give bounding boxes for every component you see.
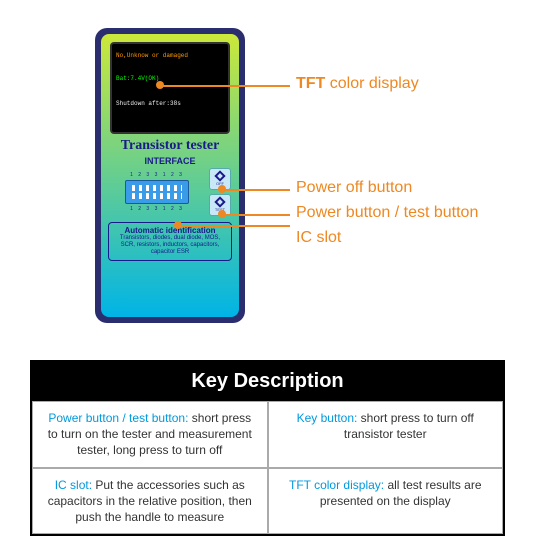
table-cell: Key button: short press to turn off tran… <box>268 401 504 468</box>
auto-id-title: Automatic identification <box>112 226 228 235</box>
cell-term: IC slot: <box>55 478 92 492</box>
key-description-table: Key Description Power button / test butt… <box>30 360 505 536</box>
device-title: Transistor tester <box>121 138 220 154</box>
callout-text: IC slot <box>296 229 341 246</box>
table-body: Power button / test button: short press … <box>32 401 503 534</box>
table-cell: Power button / test button: short press … <box>32 401 268 468</box>
device-body: No,Unknow or damaged Bat:7.4V(OK) Shutdo… <box>95 28 245 323</box>
auto-id-text: Transistors, diodes, dual diode, MOS, SC… <box>112 235 228 257</box>
tft-display: No,Unknow or damaged Bat:7.4V(OK) Shutdo… <box>110 42 230 134</box>
callout-text: Power button / test button <box>296 204 478 221</box>
interface-label: INTERFACE <box>144 156 195 166</box>
interface-row: 1 2 3 3 1 2 3 1 2 3 3 1 2 3 OFF TEST <box>105 168 235 216</box>
cell-term: TFT color display: <box>289 478 384 492</box>
callout-label: Power button / test button <box>296 204 478 222</box>
device-faceplate: No,Unknow or damaged Bat:7.4V(OK) Shutdo… <box>101 34 239 317</box>
pin-labels-bottom: 1 2 3 3 1 2 3 <box>130 206 184 212</box>
callout-line <box>222 214 290 216</box>
callout-text: color display <box>325 75 418 92</box>
ic-area: 1 2 3 3 1 2 3 1 2 3 3 1 2 3 <box>109 172 205 212</box>
diamond-icon <box>214 170 225 181</box>
table-cell: TFT color display: all test results are … <box>268 468 504 535</box>
screen-line-2: Bat:7.4V(OK) <box>116 75 224 82</box>
callout-text: Power off button <box>296 179 412 196</box>
callout-highlight: TFT <box>296 75 325 92</box>
ic-slot[interactable] <box>125 180 189 204</box>
cell-text: short press to turn off transistor teste… <box>344 411 474 441</box>
callout-line <box>178 225 290 227</box>
callout-label: TFT color display <box>296 75 419 93</box>
screen-line-3: Shutdown after:38s <box>116 100 224 107</box>
table-header: Key Description <box>32 362 503 401</box>
callout-line <box>160 85 290 87</box>
diamond-icon <box>214 196 225 207</box>
cell-term: Key button: <box>297 411 358 425</box>
screen-line-1: No,Unknow or damaged <box>116 52 224 59</box>
table-cell: IC slot: Put the accessories such as cap… <box>32 468 268 535</box>
auto-id-box: Automatic identification Transistors, di… <box>108 222 232 261</box>
cell-term: Power button / test button: <box>48 411 188 425</box>
callout-line <box>222 189 290 191</box>
pin-labels-top: 1 2 3 3 1 2 3 <box>130 172 184 178</box>
callout-label: Power off button <box>296 179 412 197</box>
callout-label: IC slot <box>296 229 341 247</box>
